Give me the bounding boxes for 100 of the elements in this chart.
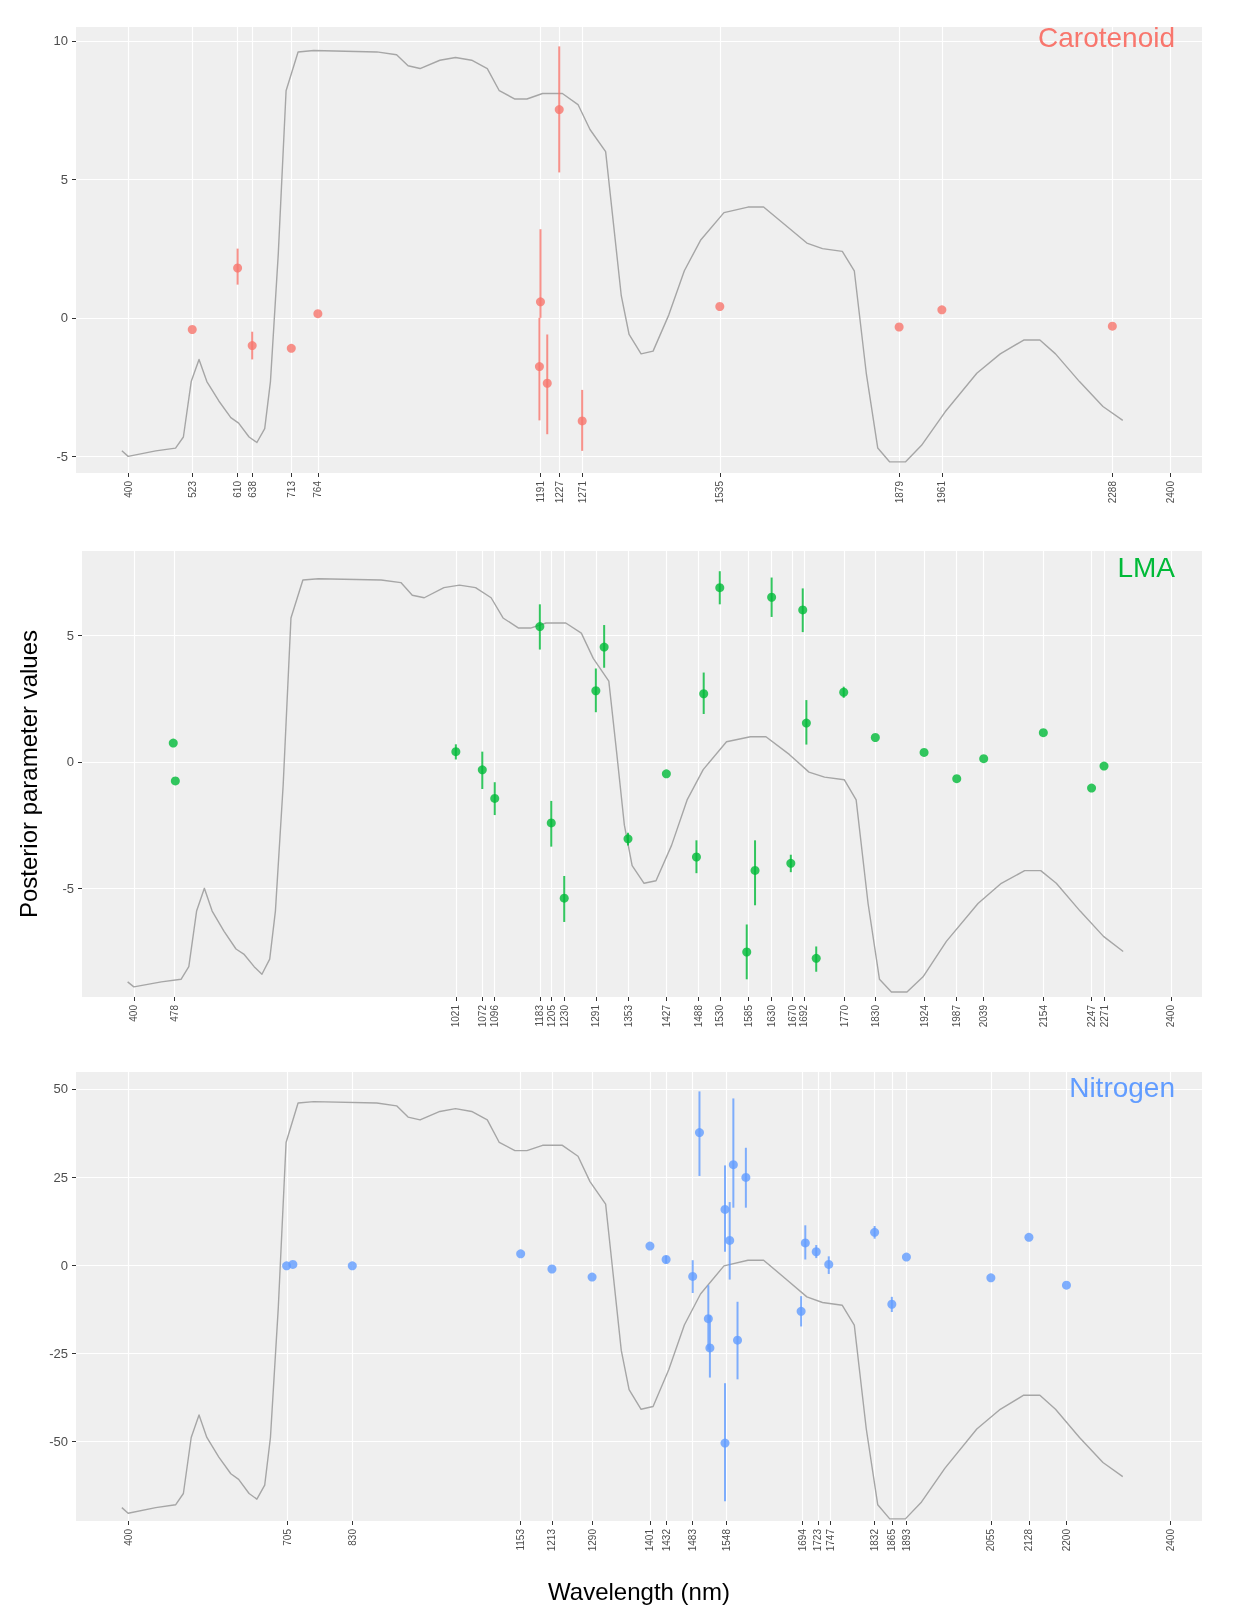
x-tick-label: 1987 — [951, 1004, 963, 1028]
line-series — [121, 49, 1124, 463]
point — [247, 341, 257, 351]
point — [559, 893, 569, 903]
x-tick-label: 705 — [281, 1528, 293, 1546]
x-tick-label: 1227 — [553, 480, 565, 504]
x-tick-label: 2400 — [1165, 1528, 1177, 1552]
point — [728, 1160, 738, 1170]
point — [1024, 1232, 1034, 1242]
point — [587, 1272, 597, 1282]
x-tick-label: 1893 — [900, 1528, 912, 1552]
point — [554, 105, 564, 115]
x-tick-label: 1692 — [798, 1004, 810, 1028]
x-tick-label: 2400 — [1165, 1004, 1177, 1028]
x-tick-label: 2247 — [1086, 1004, 1098, 1028]
x-tick-label: 1401 — [644, 1528, 656, 1552]
point — [187, 325, 197, 334]
x-tick-label: 610 — [232, 480, 244, 498]
x-tick-label: 1427 — [660, 1004, 672, 1028]
point — [870, 732, 880, 742]
point — [887, 1299, 897, 1309]
point — [811, 953, 821, 963]
point — [1087, 783, 1097, 793]
x-tick-label: 1832 — [869, 1528, 881, 1552]
point — [800, 1238, 810, 1248]
point — [233, 263, 243, 273]
point — [477, 765, 487, 775]
y-tick-label: -25 — [49, 1345, 68, 1361]
point — [516, 1249, 526, 1259]
point — [451, 747, 461, 757]
point — [535, 622, 545, 632]
y-axis-title: Posterior parameter values — [14, 629, 42, 919]
point — [599, 642, 609, 652]
point — [786, 858, 796, 868]
point — [691, 852, 701, 862]
x-tick-label: 2271 — [1098, 1004, 1110, 1028]
point — [694, 1128, 704, 1138]
y-tick-label: -5 — [56, 448, 68, 464]
x-tick-label: 2154 — [1037, 1004, 1049, 1028]
x-tick-label: 1290 — [586, 1528, 598, 1552]
point — [733, 1335, 743, 1345]
x-tick-label: 1530 — [714, 1004, 726, 1028]
x-tick-label: 400 — [122, 480, 134, 498]
x-tick-label: 1879 — [893, 480, 905, 504]
line-series — [126, 578, 1124, 993]
point — [1107, 321, 1117, 331]
point — [952, 774, 962, 784]
point — [1061, 1280, 1071, 1290]
x-tick-label: 1694 — [797, 1528, 809, 1552]
x-tick-label: 1865 — [886, 1528, 898, 1552]
text: Nitrogen — [1069, 1071, 1176, 1103]
x-tick-label: 1153 — [515, 1528, 527, 1551]
y-tick-label: 25 — [53, 1169, 68, 1185]
x-tick-label: 1483 — [687, 1528, 699, 1552]
point — [535, 297, 545, 307]
x-tick-label: 1830 — [869, 1004, 881, 1028]
x-tick-label: 638 — [246, 480, 258, 498]
point — [170, 776, 180, 786]
x-tick-label: 1291 — [590, 1004, 602, 1028]
x-tick-label: 764 — [312, 480, 324, 498]
point — [798, 605, 808, 615]
point — [546, 818, 556, 828]
point — [839, 687, 849, 697]
point — [767, 592, 777, 602]
x-tick-label: 1353 — [622, 1004, 634, 1028]
point — [542, 378, 552, 388]
point — [720, 1204, 730, 1214]
point — [811, 1247, 821, 1257]
point — [801, 718, 811, 728]
point — [715, 302, 725, 312]
point — [168, 738, 178, 748]
x-tick-label: 1548 — [721, 1528, 733, 1552]
y-tick-label: 5 — [66, 628, 74, 644]
x-tick-label: 1770 — [838, 1004, 850, 1028]
point — [313, 309, 323, 319]
x-tick-label: 1432 — [660, 1528, 672, 1552]
x-tick-label: 1230 — [558, 1004, 570, 1028]
point — [286, 343, 296, 353]
x-axis-title: Wavelength (nm) — [548, 1577, 730, 1605]
point — [824, 1259, 834, 1269]
y-tick-label: 5 — [60, 171, 68, 187]
y-tick-label: 10 — [53, 33, 68, 49]
point — [720, 1438, 730, 1448]
x-tick-label: 2288 — [1106, 480, 1118, 504]
point — [490, 793, 500, 803]
point — [547, 1264, 557, 1274]
point — [577, 416, 587, 426]
point — [288, 1259, 298, 1269]
point — [750, 865, 760, 875]
point — [796, 1306, 806, 1316]
point — [705, 1343, 715, 1353]
point — [715, 583, 725, 593]
x-tick-label: 1747 — [824, 1528, 836, 1552]
point — [741, 1172, 751, 1182]
point — [937, 305, 947, 315]
point — [901, 1252, 911, 1262]
x-tick-label: 400 — [128, 1004, 140, 1022]
x-tick-label: 1191 — [534, 480, 546, 503]
x-tick-label: 1961 — [936, 480, 948, 504]
x-tick-label: 1205 — [545, 1004, 557, 1028]
